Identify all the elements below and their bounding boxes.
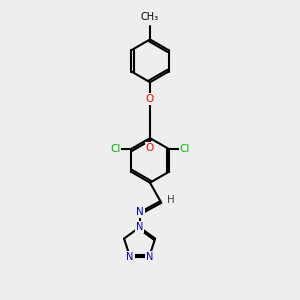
Text: H: H <box>167 195 175 205</box>
Text: Cl: Cl <box>180 144 190 154</box>
Text: Cl: Cl <box>110 144 120 154</box>
Text: N: N <box>146 252 153 262</box>
Text: N: N <box>136 222 143 232</box>
Text: O: O <box>146 94 154 103</box>
Text: N: N <box>136 207 143 218</box>
Text: CH₃: CH₃ <box>141 13 159 22</box>
Text: N: N <box>126 252 134 262</box>
Text: O: O <box>146 142 154 153</box>
